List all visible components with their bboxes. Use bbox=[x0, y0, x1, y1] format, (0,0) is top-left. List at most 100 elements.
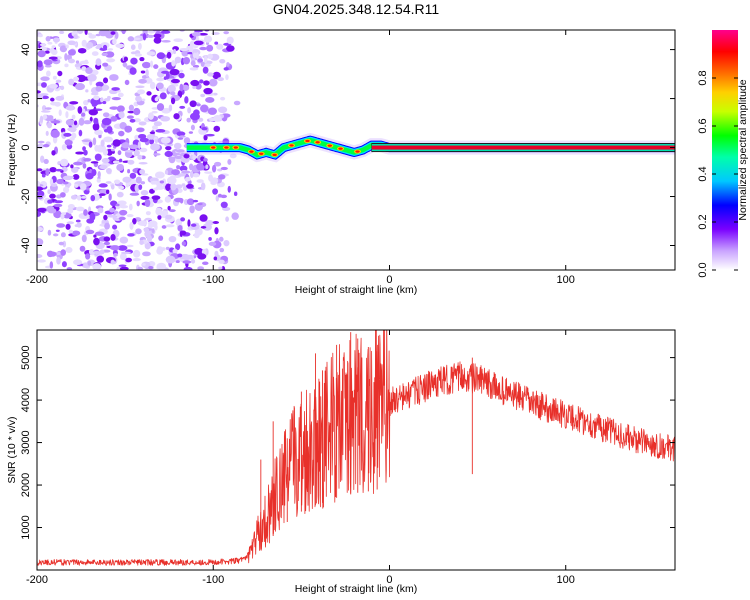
noise-blob bbox=[199, 214, 208, 222]
track-hotspot-core bbox=[224, 146, 229, 149]
noise-blob bbox=[104, 222, 110, 230]
noise-blob bbox=[90, 161, 99, 164]
noise-blob bbox=[212, 221, 220, 224]
noise-blob bbox=[127, 159, 135, 165]
noise-blob bbox=[200, 226, 207, 229]
noise-blob bbox=[179, 165, 188, 172]
noise-blob bbox=[39, 115, 44, 124]
noise-blob bbox=[137, 154, 143, 160]
noise-blob bbox=[200, 182, 206, 191]
noise-blob bbox=[45, 130, 49, 136]
noise-blob bbox=[127, 36, 135, 42]
x-tick-label: 100 bbox=[557, 574, 575, 586]
noise-blob bbox=[64, 53, 68, 61]
noise-blob bbox=[102, 77, 109, 84]
noise-blob bbox=[61, 144, 67, 151]
noise-blob bbox=[79, 183, 87, 191]
y-tick-label: 40 bbox=[20, 43, 32, 55]
colorbar-tick-label: 0.4 bbox=[697, 166, 709, 181]
noise-blob bbox=[105, 168, 112, 174]
noise-blob bbox=[135, 95, 142, 102]
noise-blob bbox=[164, 169, 169, 175]
noise-blob bbox=[118, 264, 127, 267]
noise-blob bbox=[175, 260, 180, 264]
noise-blob bbox=[139, 239, 144, 246]
noise-blob bbox=[160, 116, 171, 122]
y-tick-label: 2000 bbox=[20, 473, 32, 497]
track-hotspot-core bbox=[355, 150, 360, 153]
noise-blob bbox=[40, 76, 50, 82]
noise-blob bbox=[223, 239, 230, 247]
noise-blob bbox=[142, 263, 146, 266]
noise-blob bbox=[73, 34, 79, 39]
spectrogram-noise-blobs bbox=[37, 30, 241, 270]
noise-blob bbox=[171, 169, 180, 176]
noise-blob bbox=[233, 100, 241, 106]
noise-blob bbox=[207, 72, 214, 77]
noise-blob bbox=[219, 247, 225, 253]
colorbar-tick-label: 0.0 bbox=[697, 262, 709, 277]
noise-blob bbox=[134, 134, 140, 141]
noise-blob bbox=[135, 228, 142, 235]
y-tick-label: 0 bbox=[20, 144, 32, 150]
noise-blob bbox=[226, 45, 235, 52]
noise-blob bbox=[66, 221, 74, 225]
noise-blob bbox=[211, 164, 217, 173]
noise-blob bbox=[47, 189, 51, 195]
noise-blob bbox=[67, 49, 76, 56]
noise-blob bbox=[177, 253, 183, 258]
noise-blob bbox=[95, 58, 102, 66]
noise-blob bbox=[112, 224, 118, 230]
noise-blob bbox=[173, 48, 177, 55]
noise-blob bbox=[37, 194, 43, 200]
noise-blob bbox=[111, 87, 120, 91]
noise-blob bbox=[175, 218, 183, 227]
noise-blob bbox=[190, 124, 195, 131]
noise-blob bbox=[192, 64, 200, 68]
noise-blob bbox=[67, 207, 74, 214]
noise-blob bbox=[127, 233, 135, 237]
noise-blob bbox=[199, 79, 204, 84]
noise-blob bbox=[65, 105, 76, 111]
noise-blob bbox=[42, 114, 48, 121]
track-hotspot-core bbox=[259, 152, 264, 156]
chart-title: GN04.2025.348.12.54.R11 bbox=[273, 1, 440, 17]
noise-blob bbox=[62, 240, 67, 248]
noise-blob bbox=[65, 44, 69, 49]
noise-blob bbox=[139, 57, 145, 62]
x-tick-label: 0 bbox=[386, 574, 392, 586]
x-tick-label: 0 bbox=[386, 274, 392, 286]
noise-blob bbox=[41, 105, 47, 111]
noise-blob bbox=[164, 150, 173, 158]
noise-blob bbox=[60, 249, 66, 256]
noise-blob bbox=[161, 70, 170, 74]
snr-panel: -200 -100 0 100 1000 2000 3000 4000 5000 Height … bbox=[6, 329, 676, 595]
noise-blob bbox=[150, 180, 159, 185]
noise-blob bbox=[141, 98, 146, 102]
noise-blob bbox=[70, 194, 78, 200]
noise-blob bbox=[83, 120, 92, 125]
noise-blob bbox=[179, 105, 186, 109]
noise-blob bbox=[121, 30, 127, 35]
noise-blob bbox=[116, 163, 125, 172]
noise-blob bbox=[76, 30, 84, 34]
noise-blob bbox=[107, 48, 114, 51]
noise-blob bbox=[88, 141, 93, 148]
noise-blob bbox=[112, 139, 121, 147]
noise-blob bbox=[85, 67, 93, 74]
noise-blob bbox=[108, 193, 112, 201]
noise-blob bbox=[112, 160, 120, 164]
noise-blob bbox=[118, 216, 126, 221]
noise-blob bbox=[194, 228, 203, 236]
noise-blob bbox=[126, 115, 134, 119]
noise-blob bbox=[136, 127, 145, 133]
noise-blob bbox=[186, 117, 191, 123]
noise-blob bbox=[202, 223, 212, 231]
noise-blob bbox=[146, 91, 152, 96]
noise-blob bbox=[119, 266, 129, 270]
noise-blob bbox=[213, 256, 218, 261]
noise-blob bbox=[186, 183, 194, 189]
noise-blob bbox=[94, 231, 105, 236]
noise-blob bbox=[44, 50, 50, 54]
noise-blob bbox=[101, 157, 110, 164]
